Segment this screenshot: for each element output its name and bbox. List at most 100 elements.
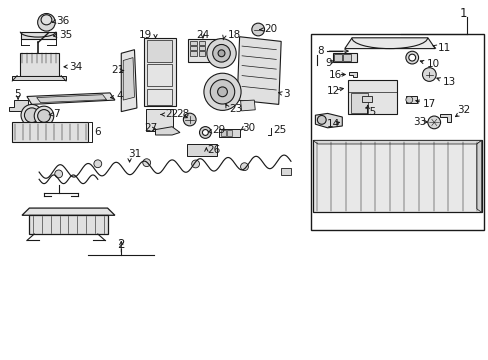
Bar	[146, 40, 172, 62]
Text: 22: 22	[165, 109, 178, 119]
Bar	[332, 53, 356, 62]
Bar	[198, 51, 205, 56]
Circle shape	[251, 23, 264, 36]
Circle shape	[317, 116, 325, 124]
Text: 17: 17	[422, 99, 435, 109]
Text: 23: 23	[228, 104, 242, 114]
Text: 36: 36	[56, 16, 69, 26]
Polygon shape	[237, 37, 281, 104]
Text: 15: 15	[364, 107, 377, 117]
Bar	[198, 41, 205, 45]
Circle shape	[34, 106, 54, 126]
Bar	[343, 54, 350, 61]
Text: 10: 10	[426, 59, 439, 69]
Bar	[350, 93, 367, 113]
Bar	[146, 64, 172, 86]
Bar	[198, 46, 205, 50]
Polygon shape	[12, 76, 66, 80]
Bar	[219, 129, 239, 137]
Polygon shape	[348, 72, 356, 77]
Text: 29: 29	[212, 125, 225, 135]
Text: 26: 26	[207, 145, 220, 156]
Text: 20: 20	[264, 24, 277, 34]
Circle shape	[21, 104, 42, 126]
Text: 3: 3	[283, 89, 290, 99]
Polygon shape	[20, 32, 56, 39]
Bar	[144, 38, 176, 106]
Text: 35: 35	[59, 30, 72, 40]
Bar	[145, 109, 172, 131]
Polygon shape	[312, 140, 481, 212]
Circle shape	[203, 73, 241, 111]
Text: 34: 34	[69, 62, 82, 72]
Circle shape	[142, 159, 150, 167]
Circle shape	[408, 54, 415, 61]
Circle shape	[217, 87, 227, 97]
Circle shape	[240, 163, 248, 171]
Polygon shape	[315, 113, 342, 128]
Polygon shape	[121, 50, 137, 112]
Polygon shape	[439, 114, 450, 122]
Bar	[405, 96, 416, 103]
Bar	[221, 130, 225, 136]
Bar	[347, 80, 396, 114]
Circle shape	[199, 127, 211, 138]
Circle shape	[210, 80, 234, 104]
Bar	[190, 51, 197, 56]
Text: 8: 8	[316, 46, 323, 56]
Text: 9: 9	[325, 58, 332, 68]
Polygon shape	[155, 127, 180, 135]
Text: 28: 28	[176, 109, 189, 120]
Polygon shape	[312, 140, 481, 144]
Polygon shape	[344, 38, 434, 49]
Bar	[361, 96, 371, 102]
Circle shape	[183, 113, 196, 126]
Text: 30: 30	[242, 123, 255, 133]
Polygon shape	[29, 215, 107, 234]
Polygon shape	[240, 100, 255, 111]
Polygon shape	[123, 58, 134, 100]
Polygon shape	[476, 140, 481, 212]
Polygon shape	[22, 208, 115, 215]
Text: 13: 13	[442, 77, 455, 87]
Circle shape	[405, 51, 418, 64]
Text: 12: 12	[326, 86, 339, 96]
Polygon shape	[20, 53, 59, 76]
Bar	[281, 168, 290, 175]
Text: 18: 18	[227, 30, 241, 40]
Bar	[146, 89, 172, 105]
Text: 33: 33	[412, 117, 426, 127]
Text: 14: 14	[326, 119, 339, 129]
Circle shape	[427, 116, 440, 129]
Circle shape	[55, 170, 62, 178]
Bar	[334, 54, 341, 61]
Circle shape	[218, 50, 224, 57]
Circle shape	[38, 109, 50, 122]
Circle shape	[422, 68, 435, 81]
Text: 31: 31	[128, 149, 141, 159]
Text: 1: 1	[459, 7, 466, 20]
Bar	[227, 130, 232, 136]
Bar	[190, 41, 197, 45]
Circle shape	[202, 130, 208, 135]
Circle shape	[24, 108, 39, 122]
Bar	[186, 144, 217, 156]
Text: 11: 11	[437, 43, 450, 53]
Circle shape	[191, 160, 199, 168]
Text: 25: 25	[272, 125, 285, 135]
Bar	[310, 34, 483, 230]
Text: 4: 4	[116, 91, 123, 101]
Circle shape	[212, 45, 230, 62]
Text: 16: 16	[328, 69, 342, 80]
Polygon shape	[12, 122, 88, 142]
Circle shape	[206, 39, 236, 68]
Text: 2: 2	[117, 238, 125, 251]
Polygon shape	[37, 95, 106, 103]
Text: 27: 27	[143, 123, 157, 133]
Circle shape	[38, 14, 55, 31]
Text: 19: 19	[139, 30, 152, 40]
Polygon shape	[27, 93, 115, 104]
Text: 7: 7	[53, 109, 60, 119]
Ellipse shape	[41, 15, 52, 25]
Text: 21: 21	[111, 65, 124, 75]
